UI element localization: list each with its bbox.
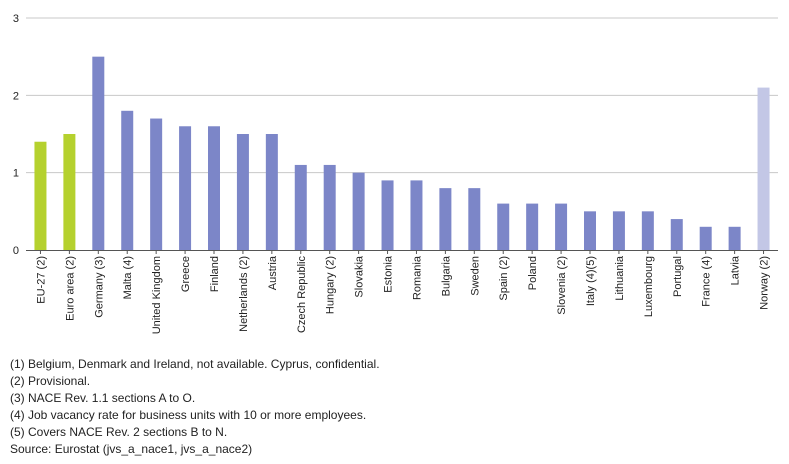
bar bbox=[497, 203, 510, 250]
x-tick-label: Norway (2) bbox=[759, 256, 771, 310]
footnote: (1) Belgium, Denmark and Ireland, not av… bbox=[10, 357, 380, 371]
bar bbox=[236, 134, 249, 250]
y-tick-label: 0 bbox=[13, 245, 19, 257]
x-tick-label: Malta (4) bbox=[122, 256, 134, 299]
bar bbox=[381, 180, 394, 250]
x-tick-label: Finland bbox=[209, 256, 221, 292]
bar bbox=[612, 211, 625, 250]
x-tick-label: Estonia bbox=[383, 255, 395, 293]
footnote: (4) Job vacancy rate for business units … bbox=[10, 408, 367, 422]
x-tick-label: Netherlands (2) bbox=[238, 256, 250, 332]
bar bbox=[323, 164, 336, 250]
bar bbox=[410, 180, 423, 250]
y-tick-label: 1 bbox=[13, 168, 19, 180]
y-tick-label: 3 bbox=[13, 13, 19, 25]
x-tick-label: Sweden bbox=[469, 256, 481, 296]
x-tick-label: Greece bbox=[180, 256, 192, 292]
x-tick-label: Italy (4)(5) bbox=[585, 256, 597, 306]
gridlines bbox=[26, 17, 778, 251]
bar bbox=[208, 126, 220, 250]
footnote: (3) NACE Rev. 1.1 sections A to O. bbox=[10, 391, 196, 405]
bar bbox=[294, 164, 307, 250]
x-axis-ticks: EU-27 (2) Euro area (2) Germany (3) Malta (… bbox=[35, 250, 771, 334]
bar bbox=[439, 188, 452, 250]
source-note: Source: Eurostat (jvs_a_nace1, jvs_a_nac… bbox=[10, 442, 253, 456]
x-tick-label: Euro area (2) bbox=[64, 256, 76, 321]
bar-chart: 0 1 2 3 EU-27 (2) Euro area (2) Germany (3) Ma… bbox=[13, 13, 778, 334]
bar bbox=[121, 110, 134, 250]
x-tick-label: Spain (2) bbox=[498, 256, 510, 301]
x-tick-label: EU-27 (2) bbox=[35, 256, 47, 304]
x-tick-label: Slovakia bbox=[354, 255, 366, 297]
x-tick-label: Latvia bbox=[730, 255, 742, 285]
bar bbox=[265, 134, 278, 250]
bar bbox=[179, 126, 192, 250]
x-tick-label: Germany (3) bbox=[93, 256, 105, 318]
bar bbox=[641, 211, 654, 250]
x-tick-label: Romania bbox=[411, 255, 423, 300]
x-tick-label: Hungary (2) bbox=[325, 256, 337, 314]
x-tick-label: Austria bbox=[267, 255, 279, 290]
footnote: (2) Provisional. bbox=[10, 374, 91, 388]
bar bbox=[468, 188, 481, 250]
x-tick-label: Czech Republic bbox=[296, 256, 308, 334]
bars bbox=[34, 56, 770, 251]
bar bbox=[584, 211, 596, 250]
bar bbox=[728, 226, 741, 250]
x-tick-label: Bulgaria bbox=[440, 255, 452, 296]
x-tick-label: Portugal bbox=[672, 256, 684, 297]
x-tick-label: France (4) bbox=[701, 256, 713, 307]
x-tick-label: United Kingdom bbox=[151, 256, 163, 334]
x-tick-label: Lithuania bbox=[614, 255, 626, 301]
footnotes: (1) Belgium, Denmark and Ireland, not av… bbox=[10, 356, 380, 458]
bar bbox=[526, 203, 539, 250]
bar bbox=[670, 219, 683, 250]
x-tick-label: Poland bbox=[527, 256, 539, 290]
bar bbox=[63, 134, 76, 250]
x-tick-label: Slovenia (2) bbox=[556, 256, 568, 315]
bar bbox=[555, 203, 568, 250]
y-tick-label: 2 bbox=[13, 90, 19, 102]
bar bbox=[699, 226, 712, 250]
y-axis-ticks: 0 1 2 3 bbox=[13, 13, 19, 257]
bar bbox=[150, 118, 163, 251]
bar bbox=[757, 87, 770, 250]
x-tick-label: Luxembourg bbox=[643, 256, 655, 317]
bar bbox=[352, 172, 365, 250]
bar bbox=[92, 56, 105, 250]
footnote: (5) Covers NACE Rev. 2 sections B to N. bbox=[10, 425, 228, 439]
bar bbox=[34, 141, 47, 250]
